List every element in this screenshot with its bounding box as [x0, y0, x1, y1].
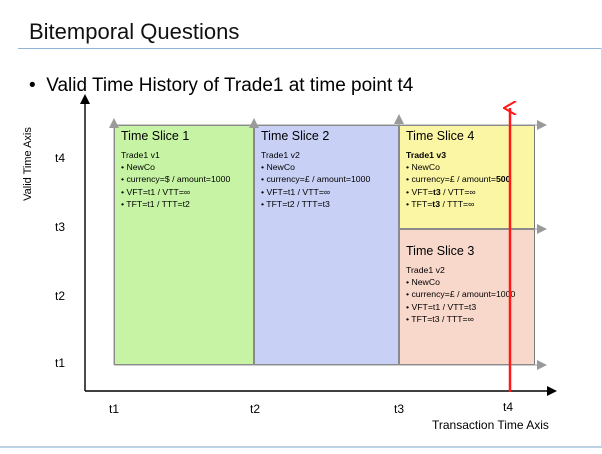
bullet-item: • Valid Time History of Trade1 at time p…	[29, 75, 413, 97]
bottom-divider	[0, 446, 602, 448]
time-slice-1: Time Slice 1 Trade1 v1 • NewCo • currenc…	[114, 125, 254, 365]
time-slice-4-line4: • TFT=t3 / TTT=∞	[406, 198, 528, 210]
time-slice-4-line3-prefix: • VFT=	[406, 186, 433, 197]
time-slice-4-line2: • currency=£ / amount=500	[406, 173, 528, 185]
x-axis-label: Transaction Time Axis	[432, 418, 549, 432]
time-slice-4-line1: • NewCo	[406, 162, 440, 173]
x-tick-t2: t2	[250, 402, 261, 416]
time-slice-4-line2-prefix: • currency=£ / amount=	[406, 174, 496, 185]
time-slice-4-trade: Trade1 v3	[406, 150, 447, 160]
x-tick-t1: t1	[109, 402, 120, 416]
time-slice-1-line2: • currency=$ / amount=1000	[121, 174, 231, 185]
time-slice-4: Time Slice 4 Trade1 v3 • NewCo • currenc…	[399, 125, 535, 229]
time-slice-3-trade: Trade1 v2	[406, 265, 445, 275]
time-slice-3: Time Slice 3 Trade1 v2 • NewCo • currenc…	[399, 229, 535, 365]
bullet-marker: •	[29, 75, 36, 96]
slide-title: Bitemporal Questions	[29, 19, 240, 44]
time-slice-4-amount: 500	[495, 174, 511, 185]
title-divider	[18, 48, 602, 49]
bullet-text: Valid Time History of Trade1 at time poi…	[46, 75, 414, 96]
time-slice-4-line4-prefix: • TFT=	[406, 198, 433, 209]
time-slice-2-line1: • NewCo	[261, 162, 295, 173]
time-slice-1-line3: • VFT=t1 / VTT=∞	[121, 186, 191, 197]
y-tick-t3: t3	[55, 220, 66, 234]
time-slice-3-line2: • currency=£ / amount=1000	[406, 289, 516, 300]
time-slice-2-trade: Trade1 v2	[261, 150, 300, 160]
time-slice-3-line1: • NewCo	[406, 277, 440, 288]
time-slice-2-line2: • currency=£ / amount=1000	[261, 174, 371, 185]
x-tick-t4: t4	[503, 400, 514, 414]
time-slice-3-heading: Time Slice 3	[406, 244, 475, 258]
time-slice-3-line4: • TFT=t3 / TTT=∞	[406, 313, 474, 324]
time-slice-1-line4: • TFT=t1 / TTT=t2	[121, 198, 190, 209]
time-slice-4-vft: t3	[432, 186, 441, 197]
time-slice-3-line3: • VFT=t1 / VTT=t3	[406, 301, 477, 312]
y-tick-t1: t1	[55, 356, 66, 370]
time-slice-4-heading: Time Slice 4	[406, 129, 475, 143]
time-slice-1-trade: Trade1 v1	[121, 150, 160, 160]
time-slice-2-line3: • VFT=t1 / VTT=∞	[261, 186, 331, 197]
time-slice-4-line3-suffix: / VTT=∞	[440, 186, 476, 197]
time-slice-2-heading: Time Slice 2	[261, 129, 330, 143]
time-slice-1-line1: • NewCo	[121, 162, 155, 173]
time-slice-2-line4: • TFT=t2 / TTT=t3	[261, 198, 330, 209]
time-slice-4-line4-suffix: / TTT=∞	[440, 198, 475, 209]
time-slice-4-line3: • VFT=t3 / VTT=∞	[406, 186, 528, 198]
y-axis-label: Valid Time Axis	[22, 127, 34, 201]
y-tick-t2: t2	[55, 289, 66, 303]
x-tick-t3: t3	[394, 402, 405, 416]
y-tick-t4: t4	[55, 151, 66, 165]
time-slice-4-tft: t3	[432, 198, 441, 209]
time-slice-1-heading: Time Slice 1	[121, 129, 190, 143]
